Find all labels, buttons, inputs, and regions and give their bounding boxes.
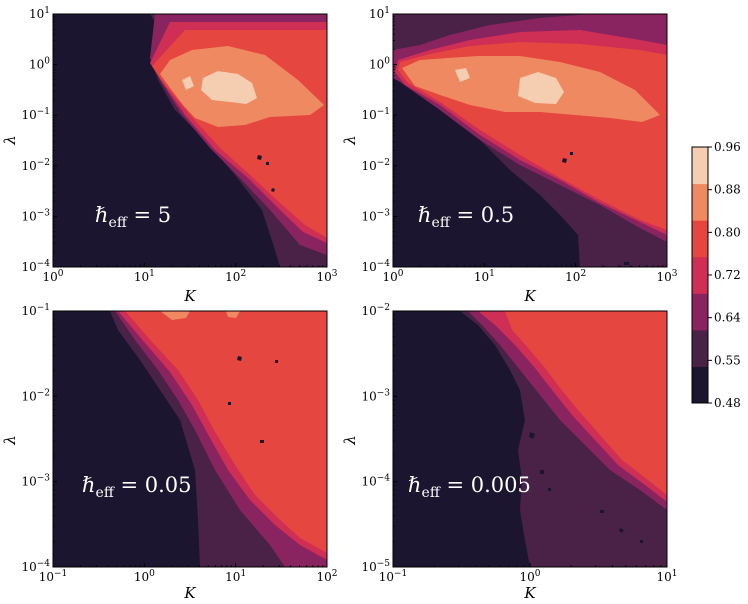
tick-labels: 100 101 102 103 10−4 10−3 10−2 10−1 100 101: [21, 6, 337, 284]
level-6-region: [455, 68, 470, 82]
level-4-region: [505, 311, 667, 495]
hbar-annotation: ℏeff = 5: [95, 203, 171, 231]
x-tick-label: 101: [134, 269, 155, 284]
x-tick-label: 103: [316, 269, 337, 284]
y-tick-label: 10−3: [361, 388, 390, 403]
tick-labels: 100 101 102 103 10−4 10−3 10−2 10−1 100 101: [361, 6, 677, 284]
colorbar-label: 0.80: [714, 225, 741, 239]
y-tick-label: 10−4: [361, 259, 390, 274]
x-tick-label: 102: [316, 569, 337, 584]
panel-hbar-0.005: 10−1 100 101 10−5 10−4 10−3 10−2 K λ ℏeff = 0.…: [341, 303, 678, 602]
y-tick-label: 10−1: [21, 303, 50, 318]
hbar-annotation: ℏeff = 0.5: [418, 203, 514, 231]
colorbar-segment: [692, 293, 708, 331]
y-tick-label: 100: [369, 57, 390, 72]
x-tick-label: 102: [565, 269, 586, 284]
y-axis-label: λ: [1, 435, 19, 446]
panel-hbar-5: 100 101 102 103 10−4 10−3 10−2 10−1 100 101 K λ ℏ…: [1, 6, 338, 305]
colorbar-segment: [692, 256, 708, 294]
tick-labels: 10−1 100 101 102 10−4 10−3 10−2 10−1: [21, 303, 337, 584]
colorbar-segment: [692, 220, 708, 258]
colorbar-segment: [692, 147, 708, 185]
y-tick-label: 101: [29, 6, 50, 21]
x-axis-label: K: [523, 287, 536, 305]
colorbar-label: 0.88: [714, 183, 741, 197]
colorbar-label: 0.96: [714, 140, 741, 154]
colorbar-label: 0.55: [714, 353, 741, 367]
x-tick-label: 101: [225, 569, 246, 584]
x-tick-label: 101: [656, 569, 677, 584]
colorbar-label: 0.48: [714, 396, 741, 410]
colorbar-label: 0.64: [714, 311, 741, 325]
x-axis-label: K: [523, 584, 536, 602]
y-tick-label: 10−4: [361, 474, 390, 489]
y-tick-label: 10−1: [361, 107, 390, 122]
speckle: [257, 155, 275, 192]
y-tick-label: 10−3: [21, 208, 50, 223]
x-tick-label: 100: [382, 269, 403, 284]
tick-labels: 10−1 100 101 10−5 10−4 10−3 10−2: [361, 303, 677, 584]
y-tick-label: 10−2: [361, 303, 390, 318]
level-5-region: [160, 311, 240, 320]
y-tick-label: 101: [369, 6, 390, 21]
panel-hbar-0.5: 100 101 102 103 10−4 10−3 10−2 10−1 100 101 K λ ℏ…: [341, 6, 678, 305]
axes-frame: [392, 13, 668, 268]
y-tick-label: 10−2: [21, 158, 50, 173]
y-tick-label: 10−4: [21, 559, 50, 574]
y-tick-label: 100: [29, 57, 50, 72]
panel-hbar-0.05: 10−1 100 101 102 10−4 10−3 10−2 10−1 K λ ℏeff =…: [1, 303, 338, 602]
contour-fill: [393, 14, 667, 267]
level-6-region: [518, 72, 564, 104]
x-tick-label: 10−1: [379, 569, 408, 584]
y-tick-label: 10−3: [361, 208, 390, 223]
contour-fill: [393, 311, 667, 567]
x-tick-label: 101: [474, 269, 495, 284]
x-tick-label: 100: [134, 569, 155, 584]
hbar-annotation: ℏeff = 0.005: [408, 473, 531, 501]
x-tick-label: 100: [42, 269, 63, 284]
x-tick-label: 10−1: [39, 569, 68, 584]
colorbar-segment: [692, 183, 708, 221]
axes-frame: [52, 13, 328, 268]
y-tick-label: 10−1: [21, 107, 50, 122]
x-tick-label: 103: [656, 269, 677, 284]
x-axis-label: K: [183, 584, 196, 602]
level-4-region: [125, 311, 327, 553]
contour-fill: [53, 14, 327, 267]
contour-fill: [53, 311, 327, 567]
x-tick-label: 102: [225, 269, 246, 284]
colorbar-segment: [692, 366, 708, 404]
hbar-annotation: ℏeff = 0.05: [82, 473, 191, 501]
y-tick-label: 10−2: [361, 158, 390, 173]
x-axis-label: K: [183, 287, 196, 305]
y-axis-label: λ: [341, 135, 359, 146]
level-6-region: [182, 76, 194, 90]
y-tick-label: 10−2: [21, 388, 50, 403]
colorbar-label: 0.72: [714, 268, 741, 282]
x-tick-label: 100: [519, 569, 540, 584]
y-axis-label: λ: [1, 135, 19, 146]
y-tick-label: 10−3: [21, 474, 50, 489]
y-tick-label: 10−4: [21, 259, 50, 274]
level-6-region: [201, 71, 257, 104]
colorbar: 0.48 0.55 0.64 0.72 0.80 0.88 0.96: [691, 140, 741, 410]
colorbar-segment: [692, 329, 708, 367]
axes-frame: [52, 310, 328, 568]
y-tick-label: 10−5: [361, 559, 390, 574]
y-axis-label: λ: [341, 435, 359, 446]
